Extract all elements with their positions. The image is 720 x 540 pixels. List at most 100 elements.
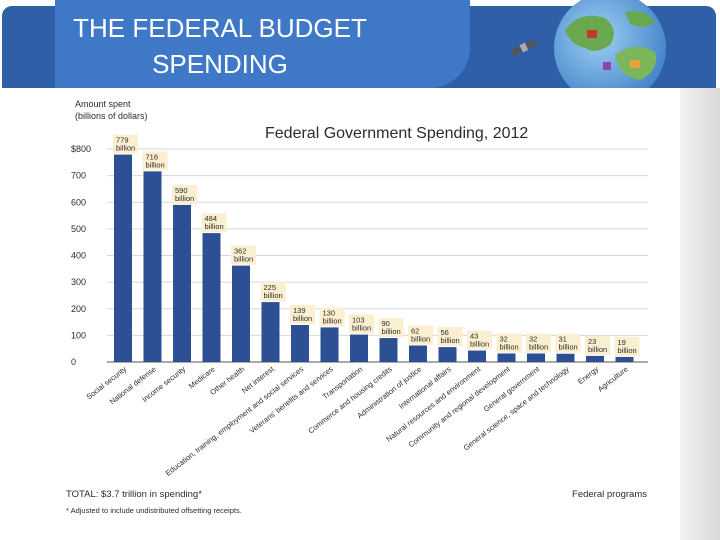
data-label: billion [146,160,165,169]
bar [173,204,191,362]
y-tick-label: 100 [71,330,86,340]
data-label: billion [352,324,371,333]
data-label: billion [588,345,607,354]
y-tick-label: 200 [71,304,86,314]
bar [202,233,221,362]
data-label-box [290,304,315,324]
data-label-box [319,307,345,327]
data-label-box [555,333,581,353]
y-axis-label-line-1: Amount spent [75,99,131,109]
data-label: 362 [234,247,247,256]
data-label: 32 [500,334,508,343]
data-label: 31 [559,335,567,344]
data-label: 32 [529,334,537,343]
bar [527,353,545,362]
grid-layer [107,148,648,363]
data-label: billion [264,291,283,300]
data-label: 590 [175,186,188,195]
bar [586,355,604,362]
bar [556,353,575,362]
data-label-box [378,318,404,338]
data-label-box [260,282,286,302]
data-label-box [585,335,610,355]
bar [409,345,427,362]
data-label: 484 [205,214,218,223]
y-tick-label: $800 [71,144,91,154]
data-label-box [142,151,168,171]
data-label-box [408,325,433,345]
y-axis-label-line-2: (billions of dollars) [75,111,148,121]
y-tick-label: 300 [71,277,86,287]
data-label: billion [559,343,578,352]
data-label: 225 [264,283,277,292]
bar [615,356,634,362]
adjusted-footnote: * Adjusted to include undistributed offs… [66,506,242,515]
data-label: 23 [588,337,596,346]
data-label: billion [529,342,548,351]
bar [497,353,516,362]
data-label-box [201,213,227,233]
bar [468,350,486,362]
chart-card: 779 billion 716 billion 590 billion 484 billion… [65,97,650,517]
data-label: billion [175,194,194,203]
data-label: billion [234,255,253,264]
data-label: 103 [352,316,365,325]
data-label: 130 [323,308,336,317]
header-title-panel [55,0,470,88]
data-label-box [526,333,551,353]
slide-side-shadow [680,88,720,540]
x-category-label: General science, space and technology [462,364,571,452]
data-label: billion [618,346,637,355]
data-label: 716 [146,152,159,161]
data-label-box [113,134,138,154]
data-label: 62 [411,326,419,335]
data-label-box [467,330,492,350]
data-label: 19 [618,338,626,347]
data-label: 139 [293,306,306,315]
bar-chart: 779billion716billion590billion484billion… [66,99,648,515]
data-label: billion [500,342,519,351]
bar [114,154,132,362]
data-label: billion [205,222,224,231]
slide-header: THE FEDERAL BUDGET SPENDING [0,0,720,88]
bar [438,347,457,362]
data-label: 779 [116,136,129,145]
y-tick-layer: 0 100 200 300 400 500 600 700 $800 [71,144,91,367]
data-label: 43 [470,332,478,341]
data-label: billion [323,316,342,325]
data-label-box [437,327,463,347]
bar [291,324,309,362]
data-label: billion [116,144,135,153]
data-label: 90 [382,319,390,328]
bar [379,338,398,362]
data-label-box [231,245,256,265]
data-label: billion [411,334,430,343]
bar [261,302,280,362]
bar-layer [114,154,634,362]
data-label: billion [382,327,401,336]
y-tick-label: 500 [71,224,86,234]
bar [143,171,162,362]
bar [350,334,368,362]
x-category-label: Energy [576,364,600,386]
y-tick-label: 600 [71,197,86,207]
data-label: billion [293,314,312,323]
y-tick-label: 700 [71,171,86,181]
data-label: 56 [441,328,449,337]
y-tick-label: 0 [71,357,76,367]
chart-title: Federal Government Spending, 2012 [265,125,528,142]
globe-satellite-icon [510,0,666,88]
slide-title: THE FEDERAL BUDGET SPENDING [73,13,367,79]
x-category-label: Agriculture [596,364,630,393]
y-tick-label: 400 [71,251,86,261]
data-label-box [614,336,640,356]
x-axis-label: Federal programs [572,489,647,500]
data-label: billion [470,340,489,349]
total-footnote: TOTAL: $3.7 trillion in spending* [66,489,202,500]
data-label-box [496,333,522,353]
bar [320,327,339,362]
data-label-layer: 779billion716billion590billion484billion… [113,134,640,356]
data-label-box [172,184,197,204]
data-label-box [349,314,374,334]
